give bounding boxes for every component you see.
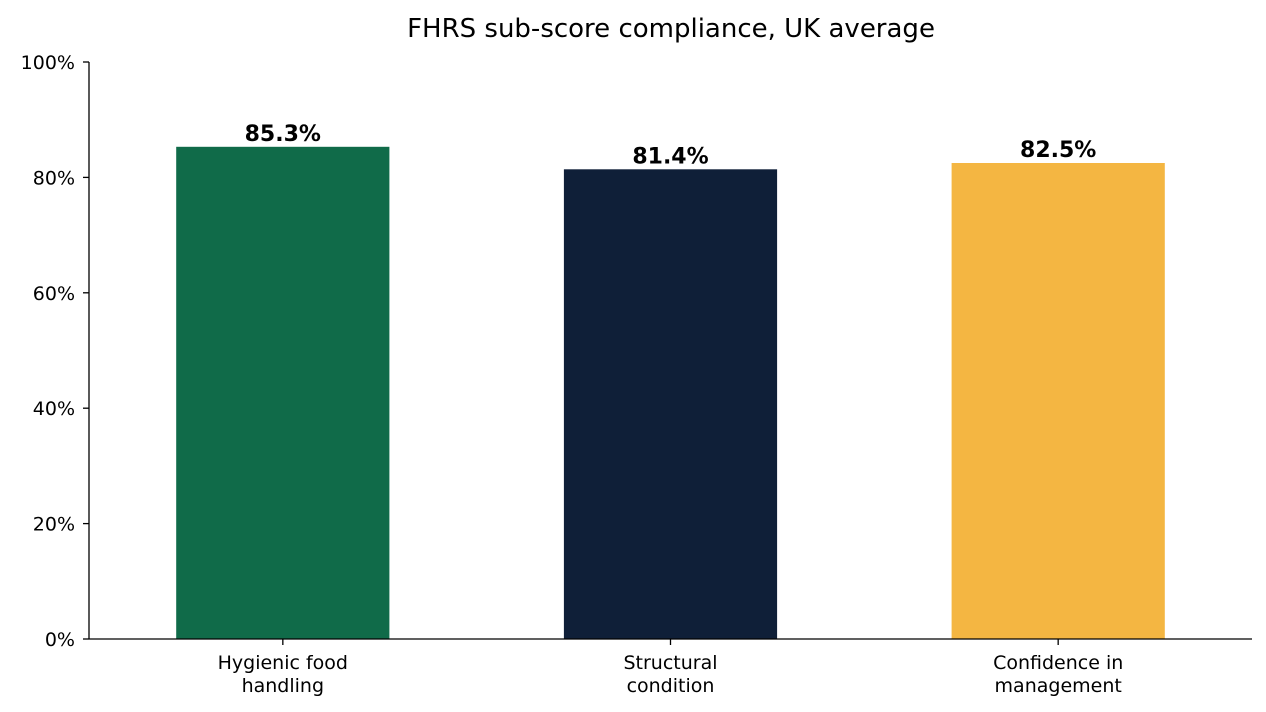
data-label-1: 85.3% [245,122,321,147]
x-tick-label-2: Structural condition [623,652,717,697]
y-tick-label-5: 80% [33,167,75,189]
y-tick-label-6: 100% [21,52,75,74]
data-label-2: 81.4% [632,144,708,169]
bar-2 [563,169,778,640]
x-tick-label-1: Hygienic food handling [218,652,348,697]
plot-area: 85.3% Hygienic food handling 81.4% Structura… [21,52,1252,697]
y-tick-label-3: 40% [33,398,75,420]
y-tick-label-2: 20% [33,514,75,536]
bar-1 [176,146,390,640]
y-tick-label-4: 60% [33,283,75,305]
chart-title: FHRS sub-score compliance, UK average [407,14,935,44]
x-tick-label-3: Confidence in management [993,652,1123,697]
bar-3 [951,163,1165,639]
data-label-3: 82.5% [1020,138,1096,163]
y-tick-label-1: 0% [45,629,75,651]
